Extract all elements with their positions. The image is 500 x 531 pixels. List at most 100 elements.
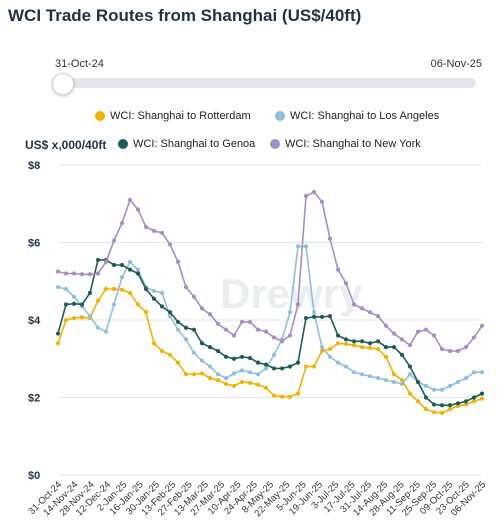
data-point [399, 377, 405, 383]
data-point [343, 281, 349, 286]
data-point [367, 374, 373, 379]
data-point [111, 302, 117, 307]
data-point [63, 317, 69, 323]
data-point [359, 339, 365, 344]
data-point [383, 354, 389, 359]
data-point [399, 337, 405, 342]
data-point [431, 387, 437, 392]
data-point [287, 394, 293, 399]
data-point [327, 236, 333, 241]
data-point [423, 395, 429, 400]
data-point [183, 325, 189, 330]
y-axis-label: US$ x,000/40ft [25, 138, 107, 152]
data-point [367, 341, 373, 346]
data-point [479, 323, 485, 328]
drewry-watermark: Drewry [220, 270, 363, 317]
data-point [95, 257, 101, 263]
date-range-slider[interactable]: 31-Oct-24 06-Nov-25 [0, 58, 500, 98]
legend-item-rotterdam[interactable]: WCI: Shanghai to Rotterdam [95, 110, 251, 122]
data-point [479, 391, 485, 396]
data-point [295, 244, 301, 249]
data-point [383, 323, 389, 328]
data-point [447, 407, 453, 412]
y-tick-label: $2 [28, 393, 40, 405]
legend-dot-new-york [270, 139, 280, 149]
data-point [231, 333, 237, 338]
data-point [455, 379, 461, 385]
data-point [471, 335, 477, 340]
data-point [71, 294, 77, 299]
data-point [351, 370, 357, 375]
data-point [391, 345, 397, 350]
data-point [311, 364, 317, 369]
data-point [431, 333, 437, 338]
data-point [383, 377, 389, 383]
data-point [151, 288, 157, 294]
data-point [191, 327, 197, 332]
data-point [151, 296, 157, 301]
data-point [351, 343, 357, 348]
legend-label-los-angeles: WCI: Shanghai to Los Angeles [290, 110, 440, 122]
data-point [263, 362, 269, 367]
range-track[interactable] [52, 78, 476, 88]
data-point [399, 352, 405, 357]
data-point [71, 301, 77, 306]
data-point [103, 329, 109, 334]
data-point [71, 315, 77, 321]
data-point [351, 302, 357, 307]
data-point [215, 348, 221, 354]
data-point [183, 284, 189, 290]
data-point [287, 364, 293, 369]
data-point [199, 306, 205, 311]
data-point [55, 269, 61, 274]
data-point [463, 376, 469, 381]
data-point [415, 329, 421, 334]
data-point [247, 319, 253, 325]
data-point [447, 403, 453, 408]
data-point [103, 259, 109, 264]
data-point [263, 366, 269, 371]
data-point [63, 302, 69, 307]
data-point [391, 331, 397, 336]
data-point [263, 329, 269, 334]
data-point [55, 341, 61, 346]
legend-label-rotterdam: WCI: Shanghai to Rotterdam [110, 110, 251, 122]
data-point [71, 271, 77, 276]
data-point [367, 310, 373, 315]
data-point [199, 341, 205, 346]
data-point [391, 372, 397, 377]
data-point [135, 267, 141, 272]
data-point [247, 370, 253, 375]
data-point [335, 360, 341, 365]
data-point [447, 383, 453, 388]
data-point [279, 394, 285, 399]
legend-item-genoa[interactable]: WCI: Shanghai to Genoa [118, 138, 255, 150]
series-line-0 [57, 288, 483, 414]
data-point [375, 314, 381, 319]
data-point [55, 331, 61, 336]
data-point [143, 310, 149, 315]
data-point [375, 339, 381, 344]
data-point [303, 193, 309, 199]
y-tick-label: $4 [28, 315, 41, 327]
chart-title: WCI Trade Routes from Shanghai (US$/40ft… [8, 6, 362, 25]
data-point [175, 327, 181, 332]
data-point [191, 372, 197, 377]
data-point [63, 286, 69, 292]
data-point [439, 410, 445, 416]
y-tick-label: $6 [28, 238, 40, 250]
y-tick-label: $8 [28, 160, 40, 172]
data-point [135, 271, 141, 276]
data-point [199, 358, 205, 363]
data-point [143, 286, 149, 292]
range-handle-start[interactable] [52, 73, 74, 95]
data-point [319, 199, 325, 204]
data-point [167, 352, 173, 357]
legend-item-los-angeles[interactable]: WCI: Shanghai to Los Angeles [275, 110, 439, 122]
data-point [159, 290, 165, 295]
data-point [239, 368, 245, 373]
legend-item-new-york[interactable]: WCI: Shanghai to New York [270, 138, 421, 150]
series-line-3 [57, 191, 483, 352]
data-point [327, 314, 333, 319]
